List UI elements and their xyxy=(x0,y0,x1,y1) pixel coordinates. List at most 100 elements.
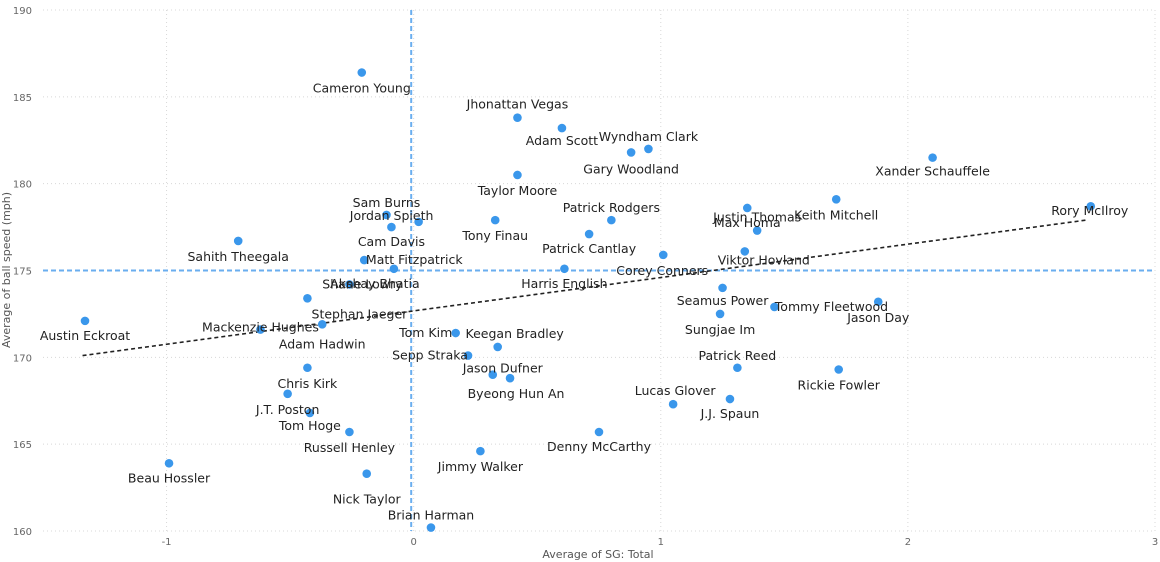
y-tick-label: 180 xyxy=(13,180,32,191)
point-beau-hossler[interactable] xyxy=(164,458,174,468)
label-harris-english: Harris English xyxy=(521,276,607,291)
label-patrick-cantlay: Patrick Cantlay xyxy=(542,241,637,256)
point-sam-burns[interactable] xyxy=(382,210,391,220)
point-brian-harman[interactable] xyxy=(426,523,436,532)
point-austin-eckroat[interactable] xyxy=(80,316,90,326)
trend-line-path xyxy=(82,219,1086,357)
label-viktor-hovland: Viktor Hovland xyxy=(718,252,810,267)
point-jordan-spieth[interactable] xyxy=(414,217,423,227)
point-rickie-fowler[interactable] xyxy=(834,365,843,374)
label-lucas-glover: Lucas Glover xyxy=(635,383,717,398)
x-tick-label: 2 xyxy=(905,537,911,548)
label-jason-day: Jason Day xyxy=(846,310,910,325)
point-akshay-bhatia[interactable] xyxy=(389,264,399,274)
point-sepp-straka[interactable] xyxy=(463,351,473,360)
point-cameron-young[interactable] xyxy=(357,68,367,77)
axis-ticks: 160 165 170 175 180 185 190 -1 0 1 2 3 xyxy=(13,6,1158,548)
point-wyndham-clark[interactable] xyxy=(644,144,653,154)
y-tick-label: 170 xyxy=(13,353,32,364)
data-points xyxy=(80,68,1096,532)
y-axis-title: Average of ball speed (mph) xyxy=(0,192,13,348)
y-tick-label: 190 xyxy=(13,6,32,17)
point-tony-finau[interactable] xyxy=(490,215,500,225)
label-corey-conners: Corey Conners xyxy=(616,263,708,278)
y-tick-label: 165 xyxy=(13,440,32,451)
point-nick-taylor[interactable] xyxy=(362,469,372,478)
label-mackenzie-hughes: Mackenzie Hughes xyxy=(202,320,319,335)
point-patrick-rodgers[interactable] xyxy=(607,215,616,225)
label-wyndham-clark: Wyndham Clark xyxy=(599,129,699,144)
point-keith-mitchell[interactable] xyxy=(831,194,841,204)
label-tom-kim: Tom Kim xyxy=(398,325,452,340)
label-cameron-young: Cameron Young xyxy=(313,81,411,96)
label-keith-mitchell: Keith Mitchell xyxy=(794,207,878,222)
label-tom-hoge: Tom Hoge xyxy=(278,418,341,433)
label-denny-mccarthy: Denny McCarthy xyxy=(547,439,652,454)
label-patrick-reed: Patrick Reed xyxy=(699,348,777,363)
x-tick-label: 3 xyxy=(1152,537,1158,548)
point-russell-henley[interactable] xyxy=(345,427,354,437)
label-seamus-power: Seamus Power xyxy=(677,293,770,308)
point-harris-english[interactable] xyxy=(560,264,569,274)
point-patrick-cantlay[interactable] xyxy=(584,229,594,239)
point-viktor-hovland[interactable] xyxy=(740,247,750,256)
x-tick-label: 0 xyxy=(410,537,416,548)
label-j-j-spaun: J.J. Spaun xyxy=(700,406,760,421)
point-jason-day[interactable] xyxy=(873,297,883,307)
label-akshay-bhatia: Akshay Bhatia xyxy=(330,276,419,291)
label-russell-henley: Russell Henley xyxy=(304,440,396,455)
x-tick-label: -1 xyxy=(162,537,172,548)
label-j-t-poston: J.T. Poston xyxy=(255,402,319,417)
label-tony-finau: Tony Finau xyxy=(461,228,528,243)
point-tommy-fleetwood[interactable] xyxy=(770,302,779,312)
label-byeong-hun-an: Byeong Hun An xyxy=(468,386,565,401)
point-lucas-glover[interactable] xyxy=(668,399,678,409)
point-labels: Cameron Young Jhonattan Vegas Adam Scott Wy… xyxy=(40,81,1129,523)
point-gary-woodland[interactable] xyxy=(626,148,636,157)
point-corey-conners[interactable] xyxy=(658,250,668,260)
label-justin-thomas: Justin Thomas xyxy=(712,210,801,225)
point-keegan-bradley[interactable] xyxy=(493,342,502,352)
label-adam-hadwin: Adam Hadwin xyxy=(279,336,366,351)
point-taylor-moore[interactable] xyxy=(513,170,522,180)
label-jimmy-walker: Jimmy Walker xyxy=(437,459,524,474)
point-jhonattan-vegas[interactable] xyxy=(513,113,522,122)
point-max-homa[interactable] xyxy=(742,203,752,213)
point-matt-fitzpatrick[interactable] xyxy=(359,255,369,265)
point-xander-schauffele[interactable] xyxy=(928,153,937,162)
point-adam-scott[interactable] xyxy=(557,123,567,133)
point-denny-mccarthy[interactable] xyxy=(594,427,604,437)
point-patrick-reed[interactable] xyxy=(733,363,742,373)
point-tom-kim[interactable] xyxy=(451,328,460,338)
y-tick-label: 185 xyxy=(13,93,32,104)
label-sam-burns: Sam Burns xyxy=(353,195,421,210)
point-jimmy-walker[interactable] xyxy=(476,446,485,456)
label-shane-lowry: Shane Lowry xyxy=(322,276,403,291)
point-rory-mcilroy[interactable] xyxy=(1086,201,1096,211)
point-justin-thomas[interactable] xyxy=(752,226,762,235)
point-tom-hoge[interactable] xyxy=(305,408,315,418)
point-chris-kirk[interactable] xyxy=(303,363,312,373)
point-jason-dufner[interactable] xyxy=(488,370,498,380)
point-byeong-hun-an[interactable] xyxy=(505,373,515,383)
label-xander-schauffele: Xander Schauffele xyxy=(875,164,990,179)
point-seamus-power[interactable] xyxy=(718,283,727,293)
label-nick-taylor: Nick Taylor xyxy=(333,492,402,507)
label-sahith-theegala: Sahith Theegala xyxy=(187,249,288,264)
point-j-t-poston[interactable] xyxy=(283,389,292,399)
point-sahith-theegala[interactable] xyxy=(233,236,243,246)
label-sepp-straka: Sepp Straka xyxy=(392,348,468,363)
point-j-j-spaun[interactable] xyxy=(725,394,735,404)
point-cam-davis[interactable] xyxy=(387,222,396,232)
point-shane-lowry[interactable] xyxy=(345,280,354,289)
label-matt-fitzpatrick: Matt Fitzpatrick xyxy=(366,252,463,267)
point-adam-hadwin[interactable] xyxy=(317,320,327,329)
label-max-homa: Max Homa xyxy=(714,215,781,230)
label-keegan-bradley: Keegan Bradley xyxy=(466,326,565,341)
point-mackenzie-hughes[interactable] xyxy=(256,325,265,334)
point-stephan-jaeger[interactable] xyxy=(303,293,312,303)
point-sungjae-im[interactable] xyxy=(715,309,725,319)
label-cam-davis: Cam Davis xyxy=(358,234,425,249)
y-tick-label: 175 xyxy=(13,267,32,278)
